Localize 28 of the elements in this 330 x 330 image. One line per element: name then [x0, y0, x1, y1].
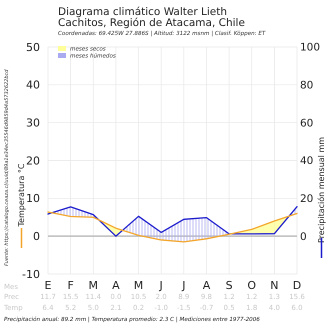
y-tick-label: 30: [26, 116, 40, 130]
y-tick-label: 40: [26, 78, 40, 92]
x-tick-label: A: [202, 279, 211, 292]
y-tick-label: 10: [26, 192, 40, 206]
y2-tick-label: 80: [300, 80, 314, 92]
x-tick-label: M: [88, 279, 98, 292]
x-tick-label: E: [44, 279, 52, 292]
y-axis-title: Temperatura °C: [17, 163, 26, 228]
y-tick-label: 20: [26, 154, 40, 168]
y2-tick-label: 20: [300, 193, 314, 206]
y-tick-label: 50: [26, 40, 40, 54]
x-tick-label: A: [112, 279, 120, 292]
x-tick-label: F: [67, 279, 74, 292]
y-tick-label: 0: [33, 230, 40, 244]
x-tick-label: M: [134, 279, 144, 292]
y2-tick-label: 100: [300, 42, 320, 54]
x-tick-label: N: [270, 279, 278, 292]
y2-axis-title: Precipitación mensual mm: [317, 136, 326, 244]
x-tick-label: O: [247, 279, 256, 292]
x-tick-label: D: [292, 279, 302, 292]
x-tick-label: J: [181, 279, 186, 292]
y-tick-label: -10: [22, 268, 40, 281]
x-tick-label: S: [226, 279, 233, 292]
x-tick-label: J: [158, 279, 163, 292]
y2-tick-label: 60: [300, 117, 314, 130]
y2-tick-label: 0: [300, 230, 307, 243]
y2-tick-label: 40: [300, 155, 314, 168]
chart-title: Diagrama climático Walter Lieth Cachitos, Región de Atacama, Chile: [58, 6, 245, 29]
